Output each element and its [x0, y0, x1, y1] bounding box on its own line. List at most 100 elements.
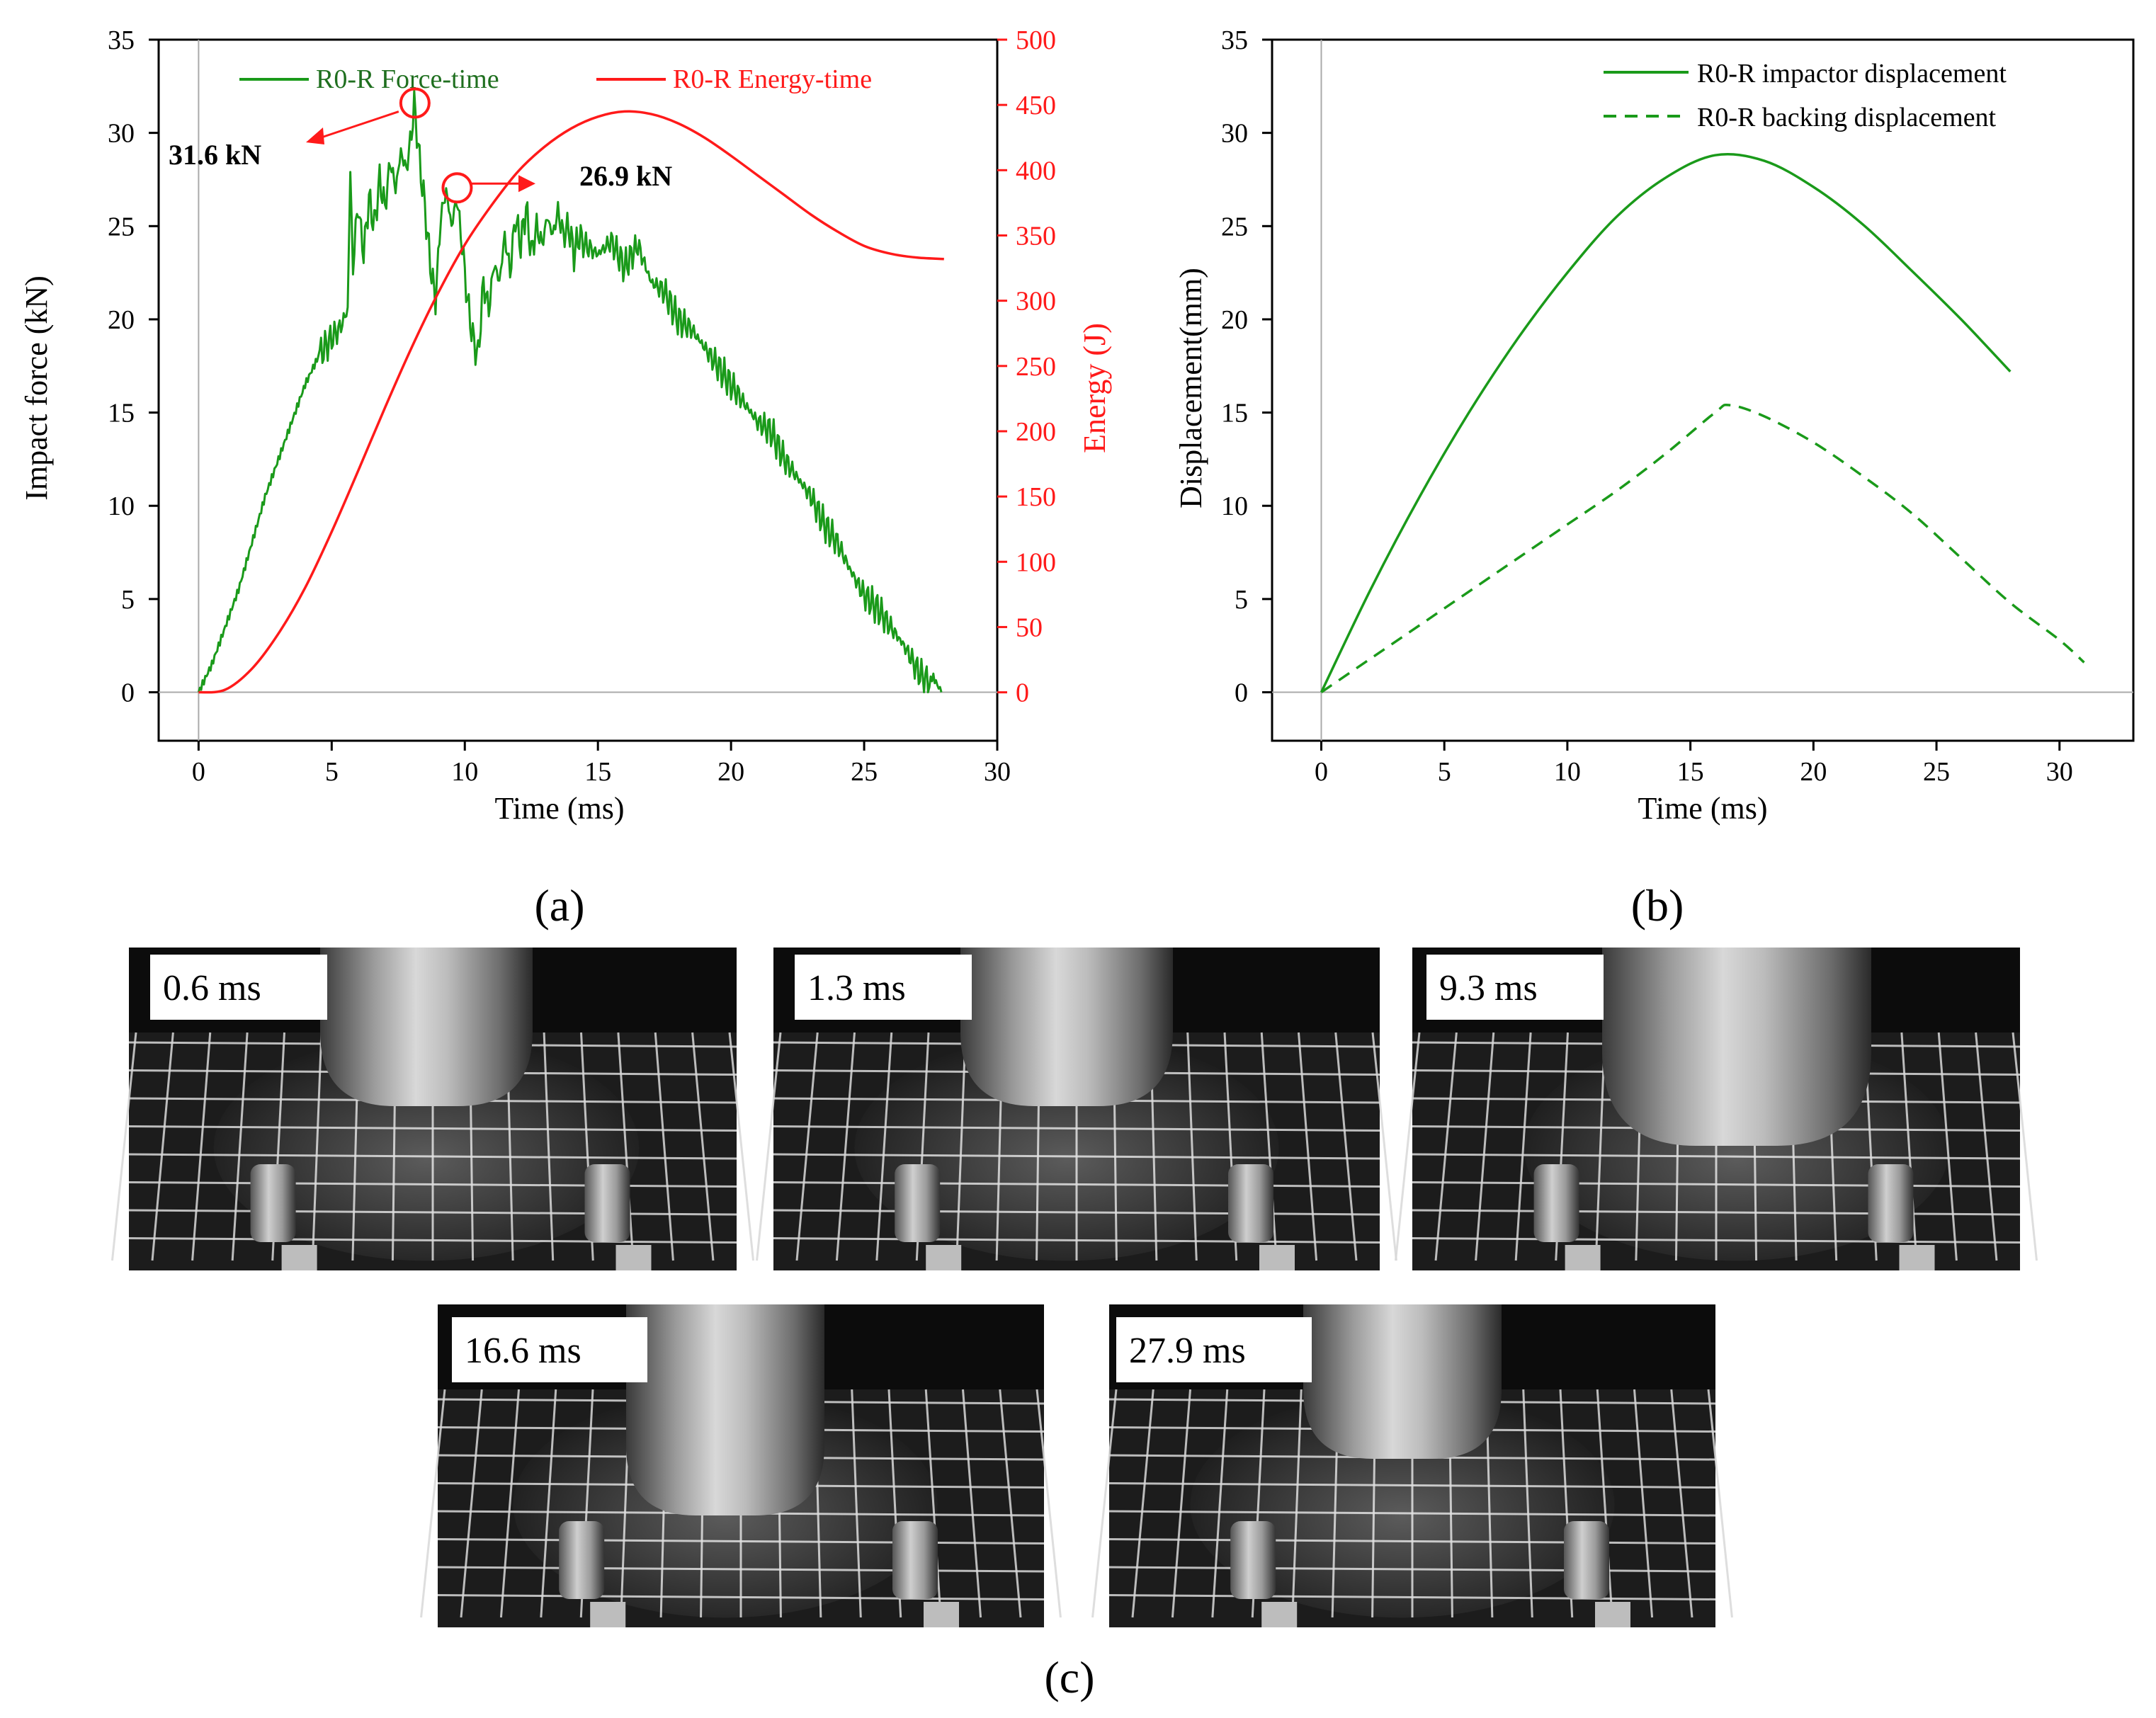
chart-a-x-ticks: 0 5 10 15 20 25 30 — [192, 741, 1011, 787]
photo-grid-line — [999, 1389, 1022, 1618]
chart-a-peak-marker-2 — [441, 172, 473, 204]
chart-b-frame — [1271, 38, 2135, 742]
photo-support-post — [1230, 1521, 1276, 1599]
chart-a-y-tick-label: 5 — [121, 585, 135, 615]
photo-grid-line — [962, 1389, 982, 1618]
chart-a-series — [197, 89, 944, 694]
chart-a-y-tick-label: 35 — [108, 25, 135, 55]
photo-grid-line — [1371, 1032, 1397, 1261]
photo-grid-line — [2012, 1032, 2038, 1261]
photo-label-box — [795, 955, 972, 1020]
photo-time-label: 16.6 ms — [465, 1331, 581, 1371]
photo-light-glow — [213, 1035, 640, 1261]
chart-a: 0 5 10 15 20 25 30 0 5 10 15 20 25 30 35 0 50 100 150 200… — [19, 25, 1112, 826]
photo-support-base — [615, 1245, 652, 1270]
chart-b-legend-impactor-label: R0-R impactor displacement — [1697, 59, 2007, 89]
photo-support-post — [559, 1521, 605, 1599]
chart-a-x-axis-title: Time (ms) — [495, 791, 625, 826]
chart-a-x-tick-label: 15 — [584, 757, 611, 787]
chart-a-peak-arrow-1 — [317, 110, 399, 140]
photo-grid-line — [1633, 1389, 1654, 1618]
panel-label-b: (b) — [1631, 880, 1684, 931]
photo-support-base — [1261, 1602, 1298, 1627]
photo-support-base — [590, 1602, 626, 1627]
chart-b-x-tick-label: 15 — [1677, 757, 1704, 787]
chart-a-y2-tick-label: 400 — [1016, 156, 1056, 186]
chart-a-force-line — [197, 89, 943, 693]
photo-impactor — [1303, 1304, 1502, 1459]
photo-support-post — [1228, 1164, 1273, 1242]
chart-b-y-tick-label: 30 — [1221, 119, 1248, 149]
chart-b-x-tick-label: 0 — [1315, 757, 1328, 787]
photo-grid-line — [1298, 1032, 1318, 1261]
photo-frame: 9.3 ms — [1394, 948, 2038, 1270]
photo-frame: 0.6 ms — [110, 948, 755, 1270]
chart-a-peak-arrowhead-2 — [518, 175, 535, 193]
photo-support-post — [1533, 1164, 1579, 1242]
chart-a-peak-label-2: 26.9 kN — [579, 160, 672, 192]
chart-a-y2-ticks: 0 50 100 150 200 250 300 350 400 450 500 — [997, 25, 1056, 708]
chart-b-x-axis-title: Time (ms) — [1638, 791, 1768, 826]
chart-b-x-tick-label: 30 — [2046, 757, 2073, 787]
photo-time-label: 27.9 ms — [1129, 1331, 1246, 1371]
photo-grid-line — [1334, 1032, 1358, 1261]
chart-a-peak-arrowhead-1 — [306, 127, 324, 144]
chart-a-y2-tick-label: 200 — [1016, 417, 1056, 447]
chart-b: 0 5 10 15 20 25 30 0 5 10 15 20 25 30 35 R0-R impacto… — [1174, 25, 2135, 826]
chart-b-x-tick-label: 20 — [1800, 757, 1827, 787]
photo-impactor — [960, 948, 1173, 1106]
chart-a-annotations: 31.6 kN 26.9 kN — [169, 87, 672, 204]
photo-grid-line — [1036, 1389, 1062, 1618]
photo-support-base — [1595, 1602, 1630, 1627]
photo-frame: 1.3 ms — [756, 948, 1397, 1270]
chart-a-y2-tick-label: 150 — [1016, 482, 1056, 512]
chart-b-y-tick-label: 0 — [1235, 678, 1248, 708]
photo-impactor — [1602, 948, 1871, 1146]
photo-support-base — [1565, 1245, 1601, 1270]
chart-a-y2-tick-label: 350 — [1016, 221, 1056, 251]
chart-a-y2-axis-title: Energy (J) — [1077, 323, 1112, 453]
photo-time-label: 9.3 ms — [1439, 968, 1538, 1008]
chart-a-frame — [157, 38, 999, 742]
chart-b-legend: R0-R impactor displacement R0-R backing d… — [1604, 59, 2007, 132]
chart-a-y2-tick-label: 500 — [1016, 25, 1056, 55]
chart-b-x-tick-label: 25 — [1923, 757, 1950, 787]
chart-b-y-tick-label: 15 — [1221, 399, 1248, 428]
chart-a-x-tick-label: 20 — [717, 757, 744, 787]
photo-support-base — [1259, 1245, 1295, 1270]
photo-label-box — [1116, 1317, 1312, 1382]
chart-b-y-tick-label: 10 — [1221, 491, 1248, 521]
chart-a-y-tick-label: 0 — [121, 678, 135, 708]
photo-frame: 16.6 ms — [420, 1304, 1062, 1627]
chart-b-x-ticks: 0 5 10 15 20 25 30 — [1315, 741, 2073, 787]
photo-frame: 27.9 ms — [1091, 1304, 1733, 1627]
photo-support-base — [1899, 1245, 1935, 1270]
photo-grid-line — [1975, 1032, 1998, 1261]
chart-b-backing-line — [1320, 404, 2085, 693]
chart-a-y-ticks: 0 5 10 15 20 25 30 35 — [108, 25, 159, 708]
chart-a-y2-tick-label: 100 — [1016, 547, 1056, 577]
photo-support-base — [926, 1245, 962, 1270]
photo-light-glow — [854, 1035, 1279, 1261]
chart-b-impactor-line — [1320, 153, 2012, 693]
chart-a-y-tick-label: 25 — [108, 212, 135, 241]
chart-a-y-axis-title: Impact force (kN) — [19, 275, 54, 501]
photo-strip: 0.6 ms 1.3 ms 9.3 ms 16.6 ms 27.9 ms — [110, 948, 2038, 1627]
chart-a-y2-tick-label: 250 — [1016, 352, 1056, 382]
photo-support-post — [250, 1164, 296, 1242]
chart-b-series — [1320, 153, 2085, 693]
photo-label-box — [1426, 955, 1604, 1020]
photo-grid-line — [691, 1032, 715, 1261]
chart-a-y2-tick-label: 450 — [1016, 91, 1056, 120]
chart-a-x-tick-label: 5 — [325, 757, 339, 787]
chart-b-x-tick-label: 5 — [1438, 757, 1451, 787]
chart-a-y-tick-label: 15 — [108, 399, 135, 428]
photo-light-glow — [1190, 1392, 1615, 1618]
photo-time-label: 0.6 ms — [163, 968, 261, 1008]
chart-a-zero-lines — [159, 40, 997, 741]
chart-a-energy-line — [198, 110, 944, 694]
photo-support-post — [1868, 1164, 1914, 1242]
photo-label-box — [150, 955, 327, 1020]
chart-a-x-tick-label: 0 — [192, 757, 205, 787]
